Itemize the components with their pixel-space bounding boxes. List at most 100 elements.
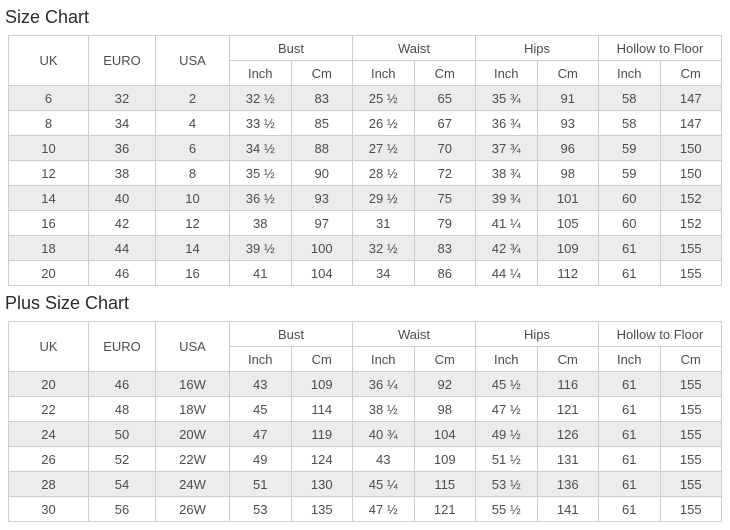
table-cell: 12	[155, 210, 230, 236]
table-cell: 115	[413, 471, 476, 497]
table-cell: 93	[290, 185, 353, 211]
plus-size-chart-title: Plus Size Chart	[5, 293, 130, 313]
table-cell: 37 ¾	[475, 135, 538, 161]
table-cell: 27 ½	[352, 135, 415, 161]
table-cell: 85	[290, 110, 353, 136]
table-row: 12 38 8 35 ½ 90 28 ½ 72 38 ¾ 98 59 150	[8, 160, 722, 186]
table-cell: 40 ¾	[352, 421, 415, 447]
table-row: 22 48 18W 45 114 38 ½ 98 47 ½ 121 61 155	[8, 396, 722, 422]
table-cell: 45	[229, 396, 292, 422]
table-row: 14 40 10 36 ½ 93 29 ½ 75 39 ¾ 101 60 152	[8, 185, 722, 211]
table-cell: 109	[413, 446, 476, 472]
table-row: 24 50 20W 47 119 40 ¾ 104 49 ½ 126 61 155	[8, 421, 722, 447]
table-cell: 53 ½	[475, 471, 538, 497]
table-cell: 18W	[155, 396, 230, 422]
table-cell: 112	[536, 260, 599, 286]
table-cell: 38 ½	[352, 396, 415, 422]
table-cell: 18	[8, 235, 89, 261]
table-cell: 124	[290, 446, 353, 472]
size-chart-title: Size Chart	[5, 7, 90, 27]
table-cell: 105	[536, 210, 599, 236]
table-cell: 25 ½	[352, 85, 415, 111]
unit-header-inch: Inch	[229, 346, 292, 372]
table-cell: 42	[88, 210, 156, 236]
table-cell: 47 ½	[352, 496, 415, 522]
table-cell: 119	[290, 421, 353, 447]
unit-header-inch: Inch	[229, 60, 292, 86]
table-cell: 35 ¾	[475, 85, 538, 111]
table-cell: 130	[290, 471, 353, 497]
group-header-hollow-to-floor: Hollow to Floor	[598, 35, 722, 61]
plus-size-chart-header: UK EURO USA Bust Waist Hips Hollow to Fl…	[8, 321, 722, 372]
table-cell: 88	[290, 135, 353, 161]
table-cell: 12	[8, 160, 89, 186]
table-cell: 56	[88, 496, 156, 522]
table-row: 28 54 24W 51 130 45 ¼ 115 53 ½ 136 61 155	[8, 471, 722, 497]
table-cell: 51 ½	[475, 446, 538, 472]
unit-header-inch: Inch	[352, 346, 415, 372]
table-cell: 26W	[155, 496, 230, 522]
table-cell: 40	[88, 185, 156, 211]
table-cell: 96	[536, 135, 599, 161]
table-cell: 41	[229, 260, 292, 286]
table-row: 16 42 12 38 97 31 79 41 ¼ 105 60 152	[8, 210, 722, 236]
col-header-euro: EURO	[88, 321, 156, 372]
table-cell: 135	[290, 496, 353, 522]
table-cell: 45 ¼	[352, 471, 415, 497]
table-cell: 41 ¼	[475, 210, 538, 236]
table-cell: 38	[229, 210, 292, 236]
table-cell: 61	[598, 371, 661, 397]
table-cell: 155	[659, 235, 722, 261]
plus-size-chart-section: Plus Size Chart UK EURO USA Bust Waist H…	[0, 286, 730, 522]
table-row: 8 34 4 33 ½ 85 26 ½ 67 36 ¾ 93 58 147	[8, 110, 722, 136]
table-cell: 109	[536, 235, 599, 261]
table-cell: 83	[290, 85, 353, 111]
size-chart-body: 6 32 2 32 ½ 83 25 ½ 65 35 ¾ 91 58 147 8 34 4 33 ½ 85 26 …	[8, 85, 722, 286]
table-cell: 61	[598, 260, 661, 286]
table-cell: 28	[8, 471, 89, 497]
table-cell: 39 ½	[229, 235, 292, 261]
table-cell: 34	[352, 260, 415, 286]
table-cell: 47 ½	[475, 396, 538, 422]
table-cell: 155	[659, 421, 722, 447]
table-cell: 32 ½	[229, 85, 292, 111]
table-row: 18 44 14 39 ½ 100 32 ½ 83 42 ¾ 109 61 155	[8, 235, 722, 261]
table-cell: 16W	[155, 371, 230, 397]
unit-header-inch: Inch	[475, 346, 538, 372]
table-cell: 79	[413, 210, 476, 236]
table-cell: 38 ¾	[475, 160, 538, 186]
table-cell: 147	[659, 85, 722, 111]
table-cell: 33 ½	[229, 110, 292, 136]
table-cell: 29 ½	[352, 185, 415, 211]
table-cell: 14	[155, 235, 230, 261]
table-cell: 35 ½	[229, 160, 292, 186]
table-cell: 72	[413, 160, 476, 186]
table-cell: 141	[536, 496, 599, 522]
table-cell: 114	[290, 396, 353, 422]
table-cell: 150	[659, 135, 722, 161]
table-cell: 91	[536, 85, 599, 111]
table-cell: 24W	[155, 471, 230, 497]
group-header-hips: Hips	[475, 321, 599, 347]
table-cell: 36 ½	[229, 185, 292, 211]
table-cell: 20W	[155, 421, 230, 447]
table-cell: 46	[88, 260, 156, 286]
table-cell: 92	[413, 371, 476, 397]
table-cell: 53	[229, 496, 292, 522]
table-cell: 16	[155, 260, 230, 286]
table-cell: 42 ¾	[475, 235, 538, 261]
size-chart-section: Size Chart UK EURO USA Bust Waist Hips H…	[5, 7, 722, 286]
table-cell: 109	[290, 371, 353, 397]
table-cell: 4	[155, 110, 230, 136]
table-cell: 150	[659, 160, 722, 186]
header-group-row: UK EURO USA Bust Waist Hips Hollow to Fl…	[8, 35, 722, 86]
plus-size-chart-table: UK EURO USA Bust Waist Hips Hollow to Fl…	[8, 321, 722, 522]
group-header-waist: Waist	[352, 321, 476, 347]
table-cell: 26	[8, 446, 89, 472]
table-cell: 101	[536, 185, 599, 211]
table-cell: 61	[598, 235, 661, 261]
table-cell: 61	[598, 446, 661, 472]
table-cell: 61	[598, 421, 661, 447]
table-cell: 152	[659, 210, 722, 236]
table-cell: 20	[8, 371, 89, 397]
